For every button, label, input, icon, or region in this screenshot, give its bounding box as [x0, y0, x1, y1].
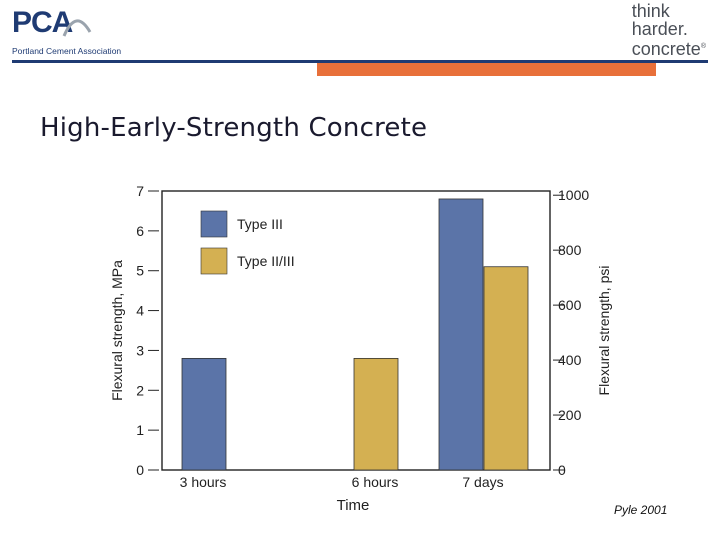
flexural-strength-chart: 0 1 2 3 4 5 6 7 0 200 400 600 800 1000 3 hours 6 hours 7… — [109, 183, 612, 514]
pca-logo-text: PCA — [12, 6, 73, 39]
y-right-tick-label: 800 — [558, 242, 582, 258]
y-tick-label: 2 — [136, 382, 144, 398]
tagline-line: think — [631, 1, 670, 21]
legend-label: Type II/III — [237, 253, 295, 269]
bar-type-ii-iii — [353, 357, 399, 471]
y-tick-label: 0 — [136, 462, 144, 478]
y-tick-label: 7 — [136, 183, 144, 199]
y-tick-label: 6 — [136, 223, 144, 239]
y-tick-label: 1 — [136, 422, 144, 438]
accent-bar — [317, 63, 656, 76]
y-axis-label: Flexural strength, MPa — [109, 260, 125, 401]
x-tick-label: 3 hours — [180, 474, 227, 490]
y-tick-label: 5 — [136, 263, 144, 279]
x-tick-label: 6 hours — [352, 474, 399, 490]
x-axis-label: Time — [337, 497, 370, 514]
y-tick-label: 3 — [136, 342, 144, 358]
tagline: think harder. concrete® — [632, 2, 706, 58]
source-credit: Pyle 2001 — [614, 503, 668, 517]
legend-label: Type III — [237, 216, 283, 232]
y-right-tick-label: 600 — [558, 297, 582, 313]
y-right-tick-label: 200 — [558, 407, 582, 423]
legend-swatch — [200, 247, 228, 275]
tagline-line: harder. — [631, 19, 688, 39]
header-rule — [12, 60, 708, 63]
bar-type-iii — [181, 357, 227, 471]
bar-type-ii-iii — [483, 266, 529, 471]
x-tick-label: 7 days — [462, 474, 503, 490]
slide-title: High-Early-Strength Concrete — [40, 113, 428, 143]
y-tick-label: 4 — [136, 303, 144, 319]
legend-swatch — [200, 210, 228, 238]
y-right-tick-label: 400 — [558, 352, 582, 368]
registered-mark: ® — [700, 43, 706, 50]
bar-type-iii — [438, 198, 484, 471]
pca-logo: PCA Portland Cement Association — [12, 6, 132, 58]
pca-swoosh-icon — [62, 19, 92, 37]
pca-logo-subtitle: Portland Cement Association — [12, 46, 122, 56]
y-right-tick-label: 0 — [558, 462, 566, 478]
y-right-axis-label: Flexural strength, psi — [596, 266, 612, 396]
tagline-line: concrete® — [631, 39, 706, 59]
y-right-tick-label: 1000 — [558, 187, 589, 203]
